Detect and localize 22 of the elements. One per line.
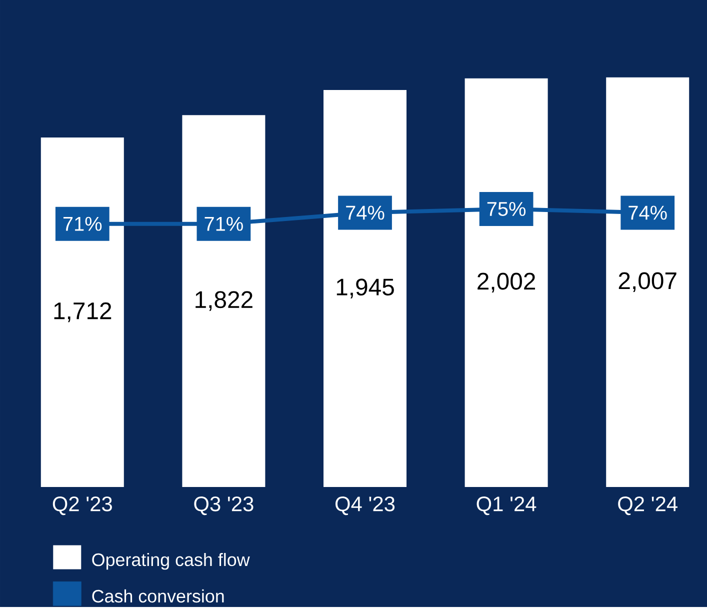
legend-label: Operating cash flow (92, 553, 250, 570)
legend-label: Cash conversion (92, 589, 224, 603)
data-label: 1,945 (336, 278, 394, 298)
data-label: 75% (487, 202, 526, 216)
data-label: 71% (63, 216, 102, 231)
x-tick-label: Q3 '23 (194, 496, 254, 516)
data-label: 2,007 (618, 272, 676, 292)
data-label: 1,822 (196, 291, 252, 311)
x-tick-label: Q2 '24 (618, 496, 678, 516)
x-tick-label: Q1 '24 (476, 496, 536, 516)
data-label: 71% (204, 216, 243, 231)
data-label: 2,002 (478, 272, 536, 293)
data-label: 74% (628, 206, 667, 220)
data-label: 74% (346, 206, 384, 220)
data-label: 1,712 (54, 302, 112, 322)
bar (606, 77, 690, 488)
x-tick-label: Q2 '23 (52, 496, 112, 516)
bar (182, 115, 266, 488)
bar (40, 138, 124, 488)
bar (324, 90, 407, 488)
x-tick-label: Q4 '23 (335, 496, 395, 516)
bar (464, 78, 548, 488)
